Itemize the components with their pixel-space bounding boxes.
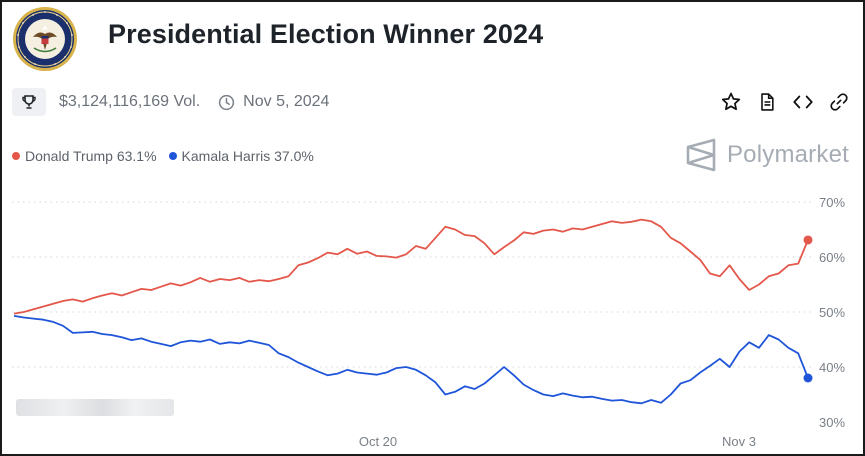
y-tick-label: 50% bbox=[819, 305, 845, 320]
x-tick-label: Oct 20 bbox=[359, 434, 397, 449]
chart-legend: Donald Trump 63.1% Kamala Harris 37.0% bbox=[12, 148, 326, 164]
market-meta: $3,124,116,169 Vol. Nov 5, 2024 bbox=[12, 88, 329, 116]
legend-dot-harris bbox=[168, 152, 177, 160]
trophy-badge[interactable] bbox=[12, 88, 46, 116]
legend-item-harris: Kamala Harris 37.0% bbox=[168, 148, 314, 164]
polymarket-watermark: Polymarket bbox=[685, 138, 849, 172]
y-tick-label: 30% bbox=[819, 415, 845, 430]
legend-label-trump: Donald Trump 63.1% bbox=[25, 148, 157, 164]
redacted-label bbox=[16, 399, 174, 416]
y-tick-label: 40% bbox=[819, 360, 845, 375]
code-icon bbox=[793, 95, 813, 109]
link-icon bbox=[830, 93, 848, 111]
clock-icon bbox=[219, 94, 235, 110]
legend-dot-trump bbox=[12, 152, 20, 160]
end-date-text: Nov 5, 2024 bbox=[243, 93, 330, 110]
favorite-button[interactable] bbox=[719, 90, 743, 114]
trophy-icon bbox=[22, 95, 36, 109]
brand-name: Polymarket bbox=[726, 141, 849, 168]
legend-label-harris: Kamala Harris 37.0% bbox=[181, 148, 314, 164]
document-button[interactable] bbox=[755, 90, 779, 114]
market-actions bbox=[719, 90, 851, 114]
series-line-harris bbox=[13, 315, 809, 405]
series-endpoint-trump bbox=[803, 235, 813, 245]
copy-link-button[interactable] bbox=[827, 90, 851, 114]
series-line-trump bbox=[13, 218, 809, 315]
x-tick-label: Nov 3 bbox=[722, 434, 756, 449]
market-title: Presidential Election Winner 2024 bbox=[108, 19, 544, 49]
series-endpoint-harris bbox=[803, 373, 813, 383]
volume-text: $3,124,116,169 Vol. bbox=[59, 93, 201, 110]
polymarket-logo-icon bbox=[686, 138, 716, 172]
presidential-seal bbox=[13, 7, 77, 71]
embed-button[interactable] bbox=[791, 90, 815, 114]
star-icon bbox=[721, 92, 741, 111]
y-tick-label: 70% bbox=[819, 195, 845, 210]
document-icon bbox=[761, 93, 774, 111]
y-tick-label: 60% bbox=[819, 250, 845, 265]
legend-item-trump: Donald Trump 63.1% bbox=[12, 148, 157, 164]
